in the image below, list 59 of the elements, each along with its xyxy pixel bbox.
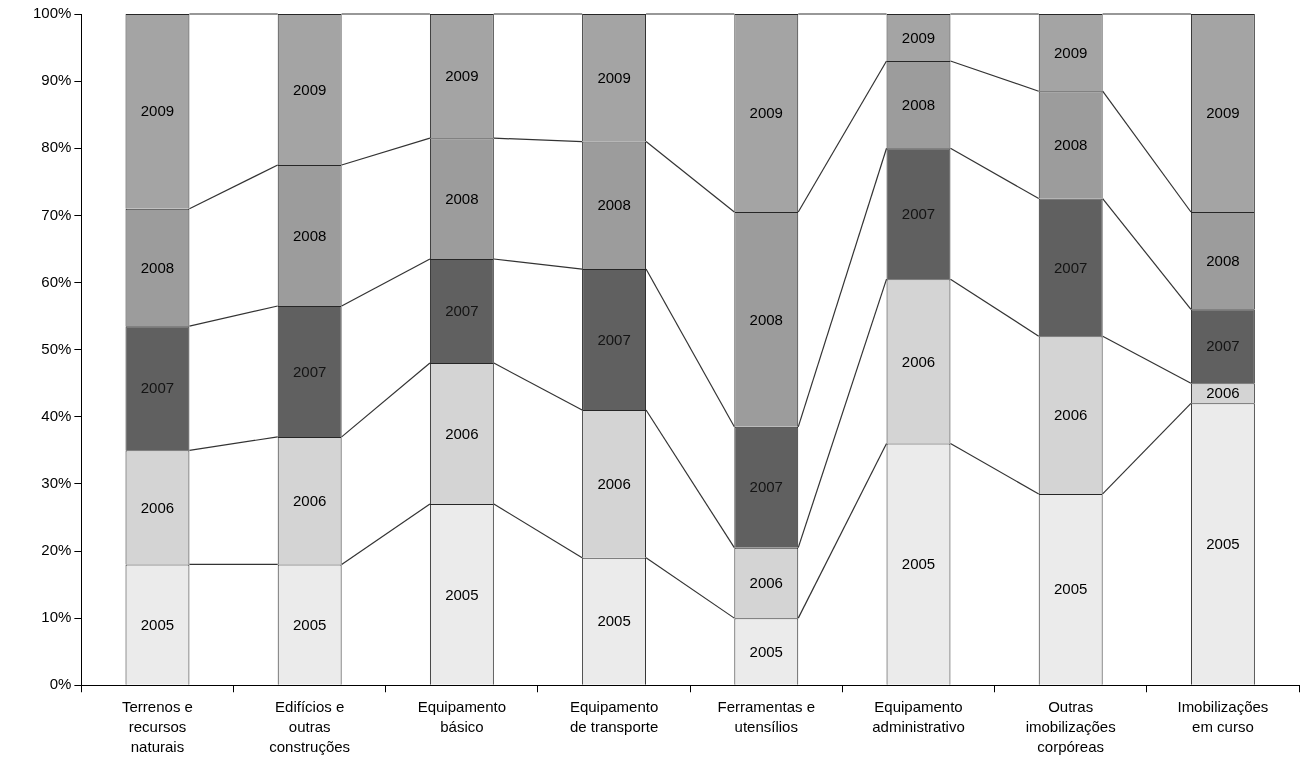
text: 2006 xyxy=(597,475,631,493)
y-tick-label: 30% xyxy=(41,474,72,492)
text: 2007 xyxy=(140,379,175,397)
text: 2006 xyxy=(749,574,783,592)
text: 2009 xyxy=(597,68,631,86)
x-tick-label: Imobilizações em curso xyxy=(1177,697,1269,735)
y-tick-label: 20% xyxy=(41,541,72,559)
text: 2008 xyxy=(445,189,479,207)
x-tick-label: Outras imobilizações corpóreas xyxy=(1025,697,1116,756)
series-label: 2007 xyxy=(292,362,327,380)
y-tick-label: 40% xyxy=(41,406,72,424)
series-label: 2008 xyxy=(292,226,327,244)
y-tick-label: 60% xyxy=(41,272,72,290)
text: 2008 xyxy=(749,310,783,328)
text: 2007 xyxy=(597,330,631,348)
x-tick-label: Edifícios e outras construções xyxy=(269,697,351,756)
y-tick-label: 50% xyxy=(41,339,72,357)
series-label: 2009 xyxy=(901,28,936,46)
text: 2005 xyxy=(1054,580,1088,598)
y-tick-label: 90% xyxy=(41,71,72,89)
text: 2007 xyxy=(445,302,479,320)
text: 2005 xyxy=(597,612,631,630)
text: 2005 xyxy=(140,615,175,633)
y-tick-label: 0% xyxy=(49,675,72,693)
text: 2006 xyxy=(140,498,175,516)
y-tick-label: 70% xyxy=(41,205,72,223)
text: 2009 xyxy=(1054,43,1088,61)
text: 2005 xyxy=(901,555,936,573)
x-tick-label: Equipamento de transporte xyxy=(569,697,659,735)
x-tick-label: Equipamento básico xyxy=(417,697,507,735)
y-tick-label: 100% xyxy=(32,4,72,22)
text: 2006 xyxy=(292,491,327,509)
x-tick-label: Terrenos e recursos naturais xyxy=(122,697,193,756)
y-tick-label: 80% xyxy=(41,138,72,156)
text: 2007 xyxy=(1054,258,1088,276)
text: 2005 xyxy=(749,642,783,660)
text: 2006 xyxy=(445,424,479,442)
text: 2005 xyxy=(1206,535,1240,553)
text: 2007 xyxy=(1206,337,1240,355)
x-tick-label: Ferramentas e utensílios xyxy=(717,697,816,735)
series-label: 2005 xyxy=(292,615,327,633)
text: 2005 xyxy=(445,585,479,603)
text: 2007 xyxy=(901,204,936,222)
text: 2008 xyxy=(1054,136,1088,154)
text: 2009 xyxy=(445,67,479,85)
text: 2008 xyxy=(597,196,631,214)
text: 2009 xyxy=(749,104,783,122)
text: 2009 xyxy=(1206,104,1240,122)
y-tick-label: 10% xyxy=(41,608,72,626)
text: 2006 xyxy=(901,352,936,370)
text: 2008 xyxy=(140,258,175,276)
text: 2009 xyxy=(292,80,327,98)
text: 2008 xyxy=(1206,251,1240,269)
x-tick-label: Equipamento administrativo xyxy=(872,697,965,735)
text: 2006 xyxy=(1054,406,1088,424)
series-label: 2006 xyxy=(1206,384,1240,402)
text: 2009 xyxy=(140,102,175,120)
text: 2007 xyxy=(749,478,783,496)
text: 2008 xyxy=(901,95,936,113)
